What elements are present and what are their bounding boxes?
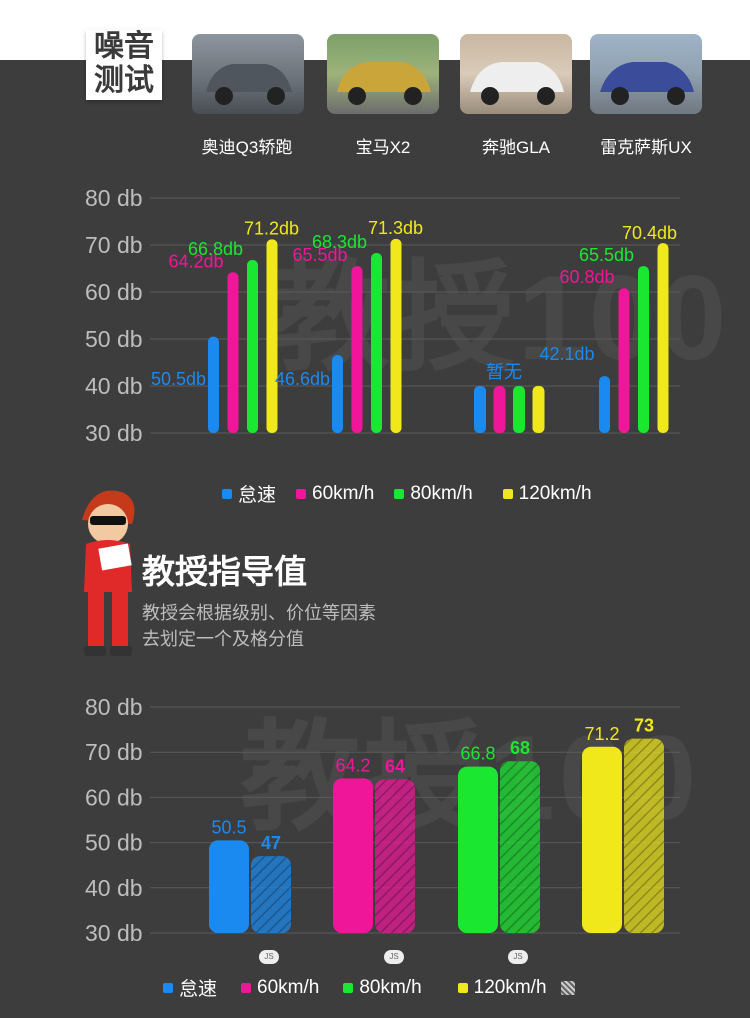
car-image-bmw	[327, 34, 439, 114]
legend2-label-80: 80km/h	[359, 976, 422, 998]
data-label-measured: 64.2	[335, 755, 370, 775]
guide-title: 教授指导值	[142, 553, 307, 590]
y-tick-label: 40 db	[85, 875, 143, 901]
data-label: 70.4db	[622, 223, 677, 243]
data-label: 71.2db	[244, 218, 299, 238]
title-line-1: 噪音	[94, 30, 154, 63]
y-tick-label: 60 db	[85, 784, 143, 810]
title-line-2: 测试	[94, 64, 154, 97]
bar	[266, 239, 278, 433]
car-name-bmw: 宝马X2	[355, 138, 411, 157]
bar	[351, 266, 363, 433]
legend2-swatch-120	[457, 982, 468, 993]
legend-swatch-idle	[222, 488, 232, 499]
watermark-top: 教授100	[270, 251, 731, 385]
bar	[638, 266, 649, 433]
bar	[247, 260, 258, 433]
legend2-label-60: 60km/h	[257, 976, 320, 998]
professor-avatar	[82, 490, 135, 656]
y-tick-label: 30 db	[85, 420, 143, 446]
car-image-audi	[192, 34, 304, 114]
bar	[618, 288, 630, 433]
data-label-measured: 71.2	[584, 724, 619, 744]
bar	[390, 238, 402, 433]
legend2-swatch-80	[343, 982, 354, 993]
data-label-guide: 68	[510, 738, 530, 758]
car-name-lexus: 雷克萨斯UX	[600, 138, 692, 157]
data-label: 71.3db	[368, 218, 423, 238]
car-image-lexus	[590, 34, 702, 114]
data-label: 64.2db	[168, 251, 223, 271]
bar-guide-hatch	[375, 779, 415, 933]
legend-swatch-120	[502, 488, 513, 499]
guide-line-1: 教授会根据级别、价位等因素	[142, 603, 376, 623]
bar-guide-hatch	[624, 738, 664, 933]
js-badge-3: JS	[508, 950, 528, 964]
data-label: 60.8db	[559, 267, 614, 287]
y-tick-label: 50 db	[85, 326, 143, 352]
bar-measured	[209, 840, 249, 933]
legend-chart2: 怠速 60km/h 80km/h 120km/h	[163, 974, 581, 1001]
data-label: 65.5db	[292, 245, 347, 265]
legend2-swatch-60	[241, 982, 252, 993]
y-tick-label: 70 db	[85, 739, 143, 765]
data-label: 68.3db	[312, 232, 367, 252]
y-tick-label: 70 db	[85, 232, 143, 258]
legend-label-idle: 怠速	[238, 485, 277, 506]
noise-chart: 80 db 70 db 60 db 50 db 40 db 30 db 50.5db 64.2…	[85, 185, 680, 446]
guide-chart: 80 db 70 db 60 db 50 db 40 db 30 db 50.5 47 64.2…	[85, 694, 680, 946]
legend-label-60: 60km/h	[312, 482, 375, 504]
data-label-guide: 64	[385, 756, 405, 776]
y-tick-label: 80 db	[85, 694, 143, 720]
legend2-swatch-hatch-icon	[560, 980, 575, 995]
bar-measured	[458, 766, 498, 933]
bar	[532, 386, 545, 433]
legend2-label-idle: 怠速	[179, 979, 218, 1000]
bar-guide-hatch	[251, 856, 291, 933]
bar-guide-hatch	[500, 761, 540, 933]
y-tick-label: 30 db	[85, 920, 143, 946]
y-tick-label: 50 db	[85, 830, 143, 856]
data-label-guide: 47	[261, 833, 281, 853]
data-label-measured: 66.8	[460, 744, 495, 764]
bar	[599, 376, 610, 433]
bar	[208, 336, 219, 433]
legend-label-120: 120km/h	[518, 482, 592, 504]
data-label: 46.6db	[275, 369, 330, 389]
y-tick-label: 60 db	[85, 279, 143, 305]
car-name-audi: 奥迪Q3轿跑	[201, 138, 293, 157]
data-label: 66.8db	[188, 239, 243, 259]
data-label: 50.5db	[151, 369, 206, 389]
js-badge-2: JS	[384, 950, 404, 964]
bar-measured	[582, 746, 622, 933]
car-image-mercedes	[460, 34, 572, 114]
legend-chart1: 怠速 60km/h 80km/h 120km/h	[222, 480, 592, 507]
bar	[657, 243, 669, 433]
bar	[513, 386, 525, 433]
guide-description: 教授会根据级别、价位等因素 去划定一个及格分值	[142, 600, 376, 652]
legend-swatch-60	[296, 488, 307, 499]
legend-swatch-80	[394, 488, 405, 499]
car-name-mercedes: 奔驰GLA	[481, 138, 551, 157]
bar	[227, 272, 239, 433]
data-label-measured: 50.5	[211, 817, 246, 837]
bar	[474, 386, 486, 433]
bar-measured	[333, 778, 373, 933]
js-badge-1: JS	[259, 950, 279, 964]
page-title: 噪音 测试	[86, 30, 162, 100]
legend2-label-120: 120km/h	[473, 976, 547, 998]
data-label: 42.1db	[539, 344, 594, 364]
data-label-guide: 73	[634, 716, 654, 736]
y-tick-label: 80 db	[85, 185, 143, 211]
data-label: 65.5db	[579, 245, 634, 265]
data-label: 暂无	[486, 362, 522, 382]
bar	[332, 354, 343, 433]
bar	[493, 386, 506, 433]
guide-line-2: 去划定一个及格分值	[142, 629, 304, 649]
bar	[371, 252, 382, 433]
legend-label-80: 80km/h	[410, 482, 473, 504]
legend2-swatch-idle	[163, 982, 173, 993]
y-tick-label: 40 db	[85, 373, 143, 399]
